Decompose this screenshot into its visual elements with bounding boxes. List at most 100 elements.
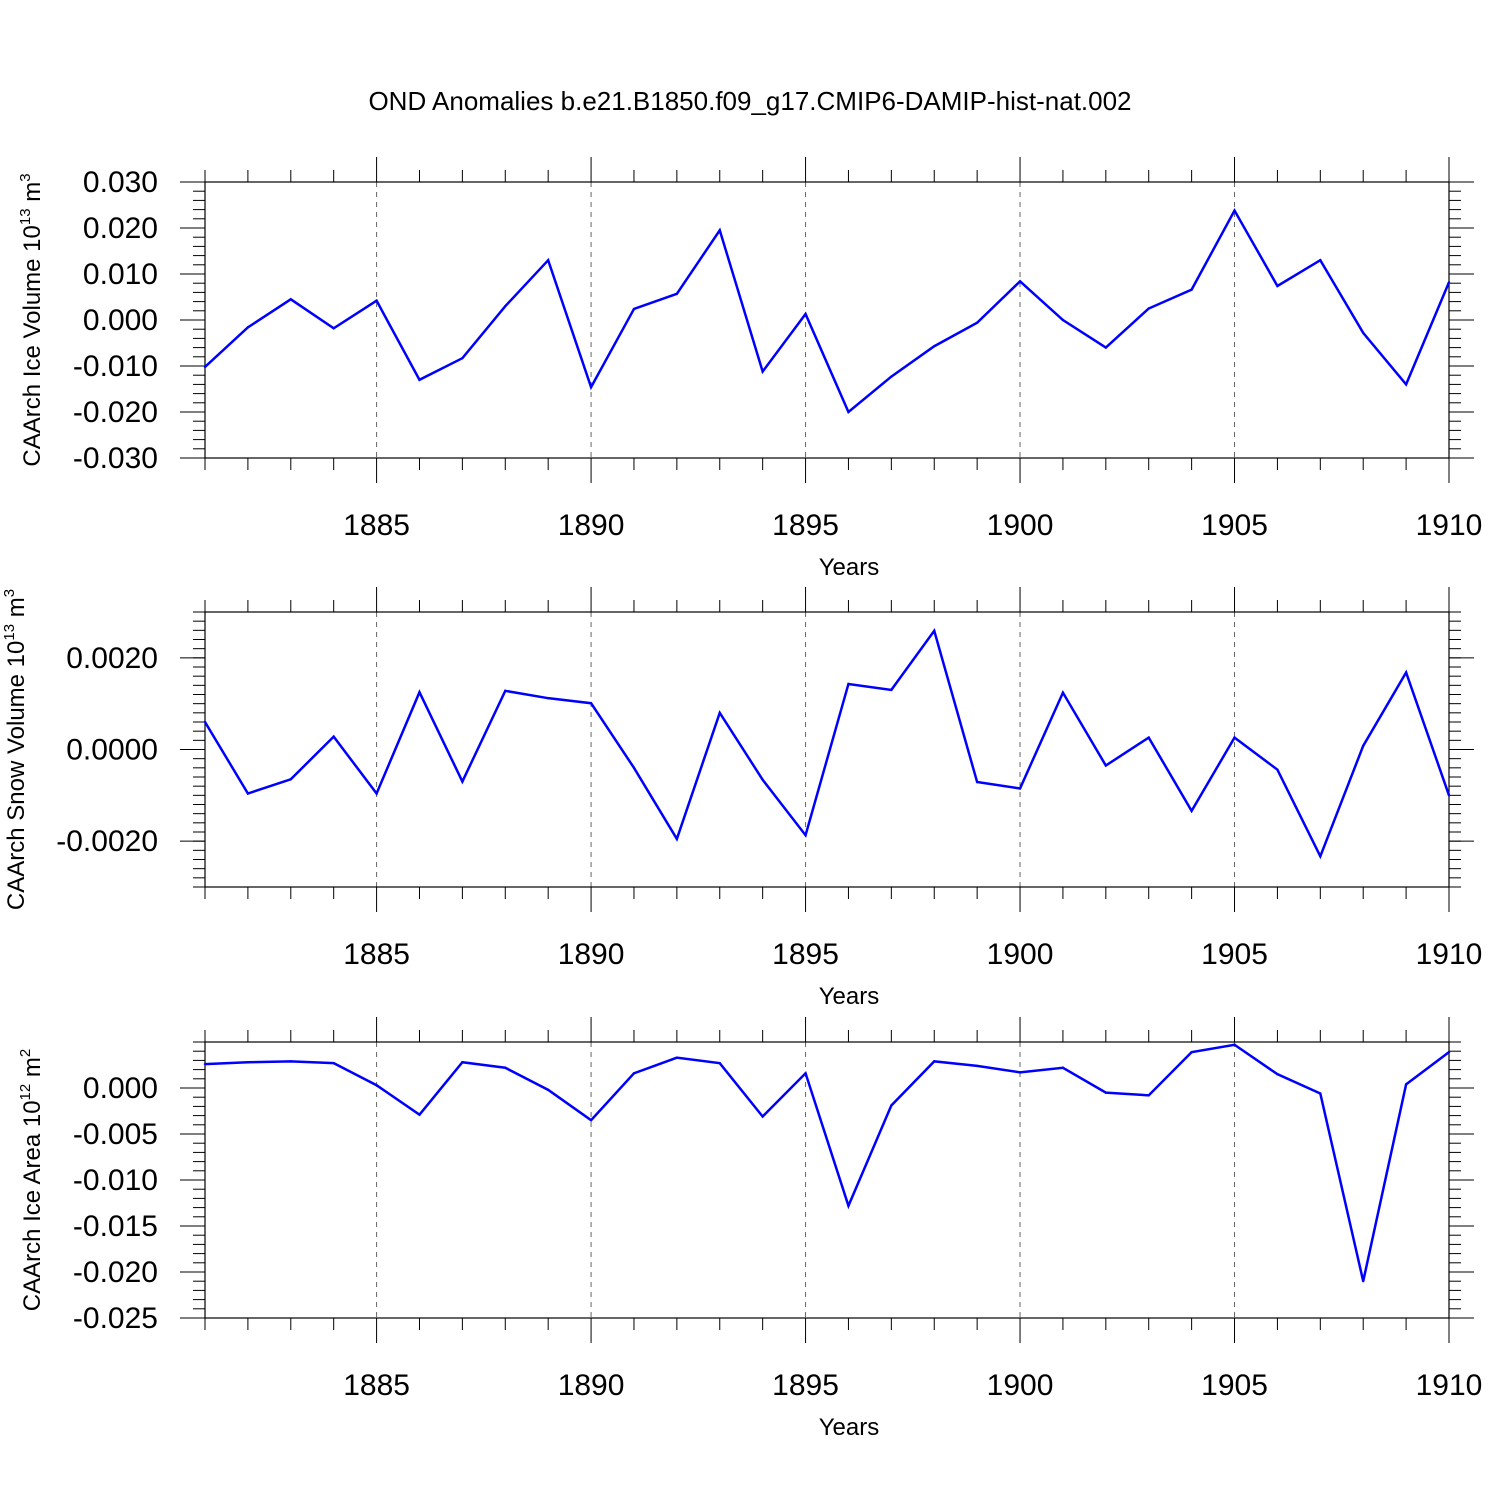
data-point: [1147, 736, 1150, 739]
data-point: [1404, 383, 1408, 386]
data-point: [1319, 1092, 1322, 1095]
data-point: [632, 1072, 636, 1075]
y-tick-label: -0.030: [73, 442, 158, 475]
x-tick-label: 1895: [772, 938, 839, 971]
data-point: [461, 780, 464, 783]
y-tick-label: 0.000: [83, 1072, 158, 1105]
x-axis-title: Years: [819, 554, 880, 581]
data-point: [246, 1061, 250, 1064]
data-point: [589, 385, 593, 389]
y-tick-label: 0.000: [83, 304, 158, 337]
data-point: [418, 1113, 421, 1116]
data-point: [589, 1119, 593, 1122]
x-tick-label: 1910: [1416, 509, 1483, 542]
x-tick-label: 1905: [1201, 938, 1268, 971]
data-point: [933, 1060, 936, 1063]
y-tick-label: 0.0000: [66, 734, 158, 767]
data-point: [1319, 259, 1322, 262]
chart-panel-snow-volume: -0.0020 0.0000 0.0020 1885 1890 1895 1900 1905 1…: [1, 587, 1482, 1010]
data-point: [246, 326, 250, 329]
x-tick-label: 1895: [772, 1369, 839, 1402]
data-point: [1147, 1094, 1150, 1097]
series-line-snow-volume: [203, 627, 1451, 860]
data-point: [1190, 1050, 1193, 1054]
data-point: [847, 682, 850, 686]
data-point: [418, 691, 421, 694]
y-tick-label: -0.015: [73, 1210, 158, 1243]
data-point: [1276, 768, 1279, 771]
x-tick-label: 1905: [1201, 509, 1268, 542]
series-line-ice-volume: [204, 207, 1451, 415]
x-axis-title: Years: [819, 983, 880, 1010]
data-point: [1233, 1043, 1236, 1046]
data-point: [718, 711, 721, 715]
data-point: [1276, 1073, 1279, 1076]
y-tick-label: 0.0020: [66, 642, 158, 675]
data-point: [1061, 691, 1065, 694]
data-point: [332, 327, 335, 330]
chart-panel-ice-volume: -0.030 -0.020 -0.010 0.000 0.010 0.020 0.030 18…: [17, 157, 1482, 581]
y-tick-label: -0.010: [73, 350, 158, 383]
y-tick-label: -0.020: [73, 1256, 158, 1289]
x-tick-label: 1900: [987, 509, 1054, 542]
data-point: [1233, 209, 1236, 212]
data-point: [461, 1061, 464, 1064]
data-point: [1018, 280, 1022, 283]
data-point: [1104, 764, 1108, 767]
data-point: [933, 345, 936, 348]
data-point: [804, 1072, 807, 1075]
x-tick-label: 1910: [1416, 938, 1483, 971]
y-tick-label: -0.010: [73, 1164, 158, 1197]
data-point: [1018, 787, 1022, 790]
data-point: [546, 1088, 550, 1092]
data-point: [1276, 284, 1279, 288]
data-point: [890, 688, 893, 692]
data-point: [203, 1062, 207, 1066]
y-axis-title: CAArch Ice Area 1012 m2: [17, 1049, 46, 1311]
data-point: [1147, 307, 1150, 310]
data-point: [632, 766, 636, 770]
data-point: [203, 720, 207, 724]
data-point: [1447, 794, 1451, 797]
data-point: [504, 1066, 507, 1069]
y-axis-title: CAArch Ice Volume 1013 m3: [17, 173, 46, 466]
data-point: [675, 1056, 679, 1059]
plot-frame: [204, 611, 1450, 888]
data-point: [289, 298, 292, 301]
data-point: [890, 1104, 893, 1107]
x-tick-label: 1885: [343, 1369, 410, 1402]
y-tick-label: -0.025: [73, 1302, 158, 1335]
data-point: [1404, 671, 1408, 674]
x-tick-label: 1900: [987, 938, 1054, 971]
x-tick-label: 1890: [558, 509, 625, 542]
data-point: [1061, 1066, 1065, 1069]
y-tick-label: 0.020: [83, 212, 158, 245]
data-point: [546, 696, 550, 700]
data-point: [1404, 1083, 1408, 1086]
y-axis-title: CAArch Snow Volume 1013 m3: [1, 589, 30, 910]
data-point: [332, 1061, 335, 1065]
x-tick-label: 1890: [558, 1369, 625, 1402]
data-point: [203, 365, 207, 369]
data-point: [332, 735, 335, 738]
data-point: [761, 778, 764, 781]
data-point: [1447, 1050, 1451, 1054]
plot-frame: [204, 1041, 1450, 1319]
x-axis-title: Years: [819, 1414, 880, 1441]
data-point: [761, 1115, 764, 1118]
data-point: [632, 307, 636, 311]
data-point: [289, 778, 292, 781]
data-point: [1190, 288, 1193, 291]
data-point: [461, 356, 464, 360]
data-point: [418, 378, 421, 381]
data-point: [375, 1084, 378, 1087]
data-point: [1362, 1280, 1365, 1283]
chart-title: OND Anomalies b.e21.B1850.f09_g17.CMIP6-…: [368, 86, 1131, 116]
data-point: [546, 259, 550, 262]
data-point: [975, 321, 979, 324]
data-point: [1104, 1091, 1108, 1094]
data-point: [675, 292, 679, 295]
plot-frame: [204, 181, 1450, 459]
